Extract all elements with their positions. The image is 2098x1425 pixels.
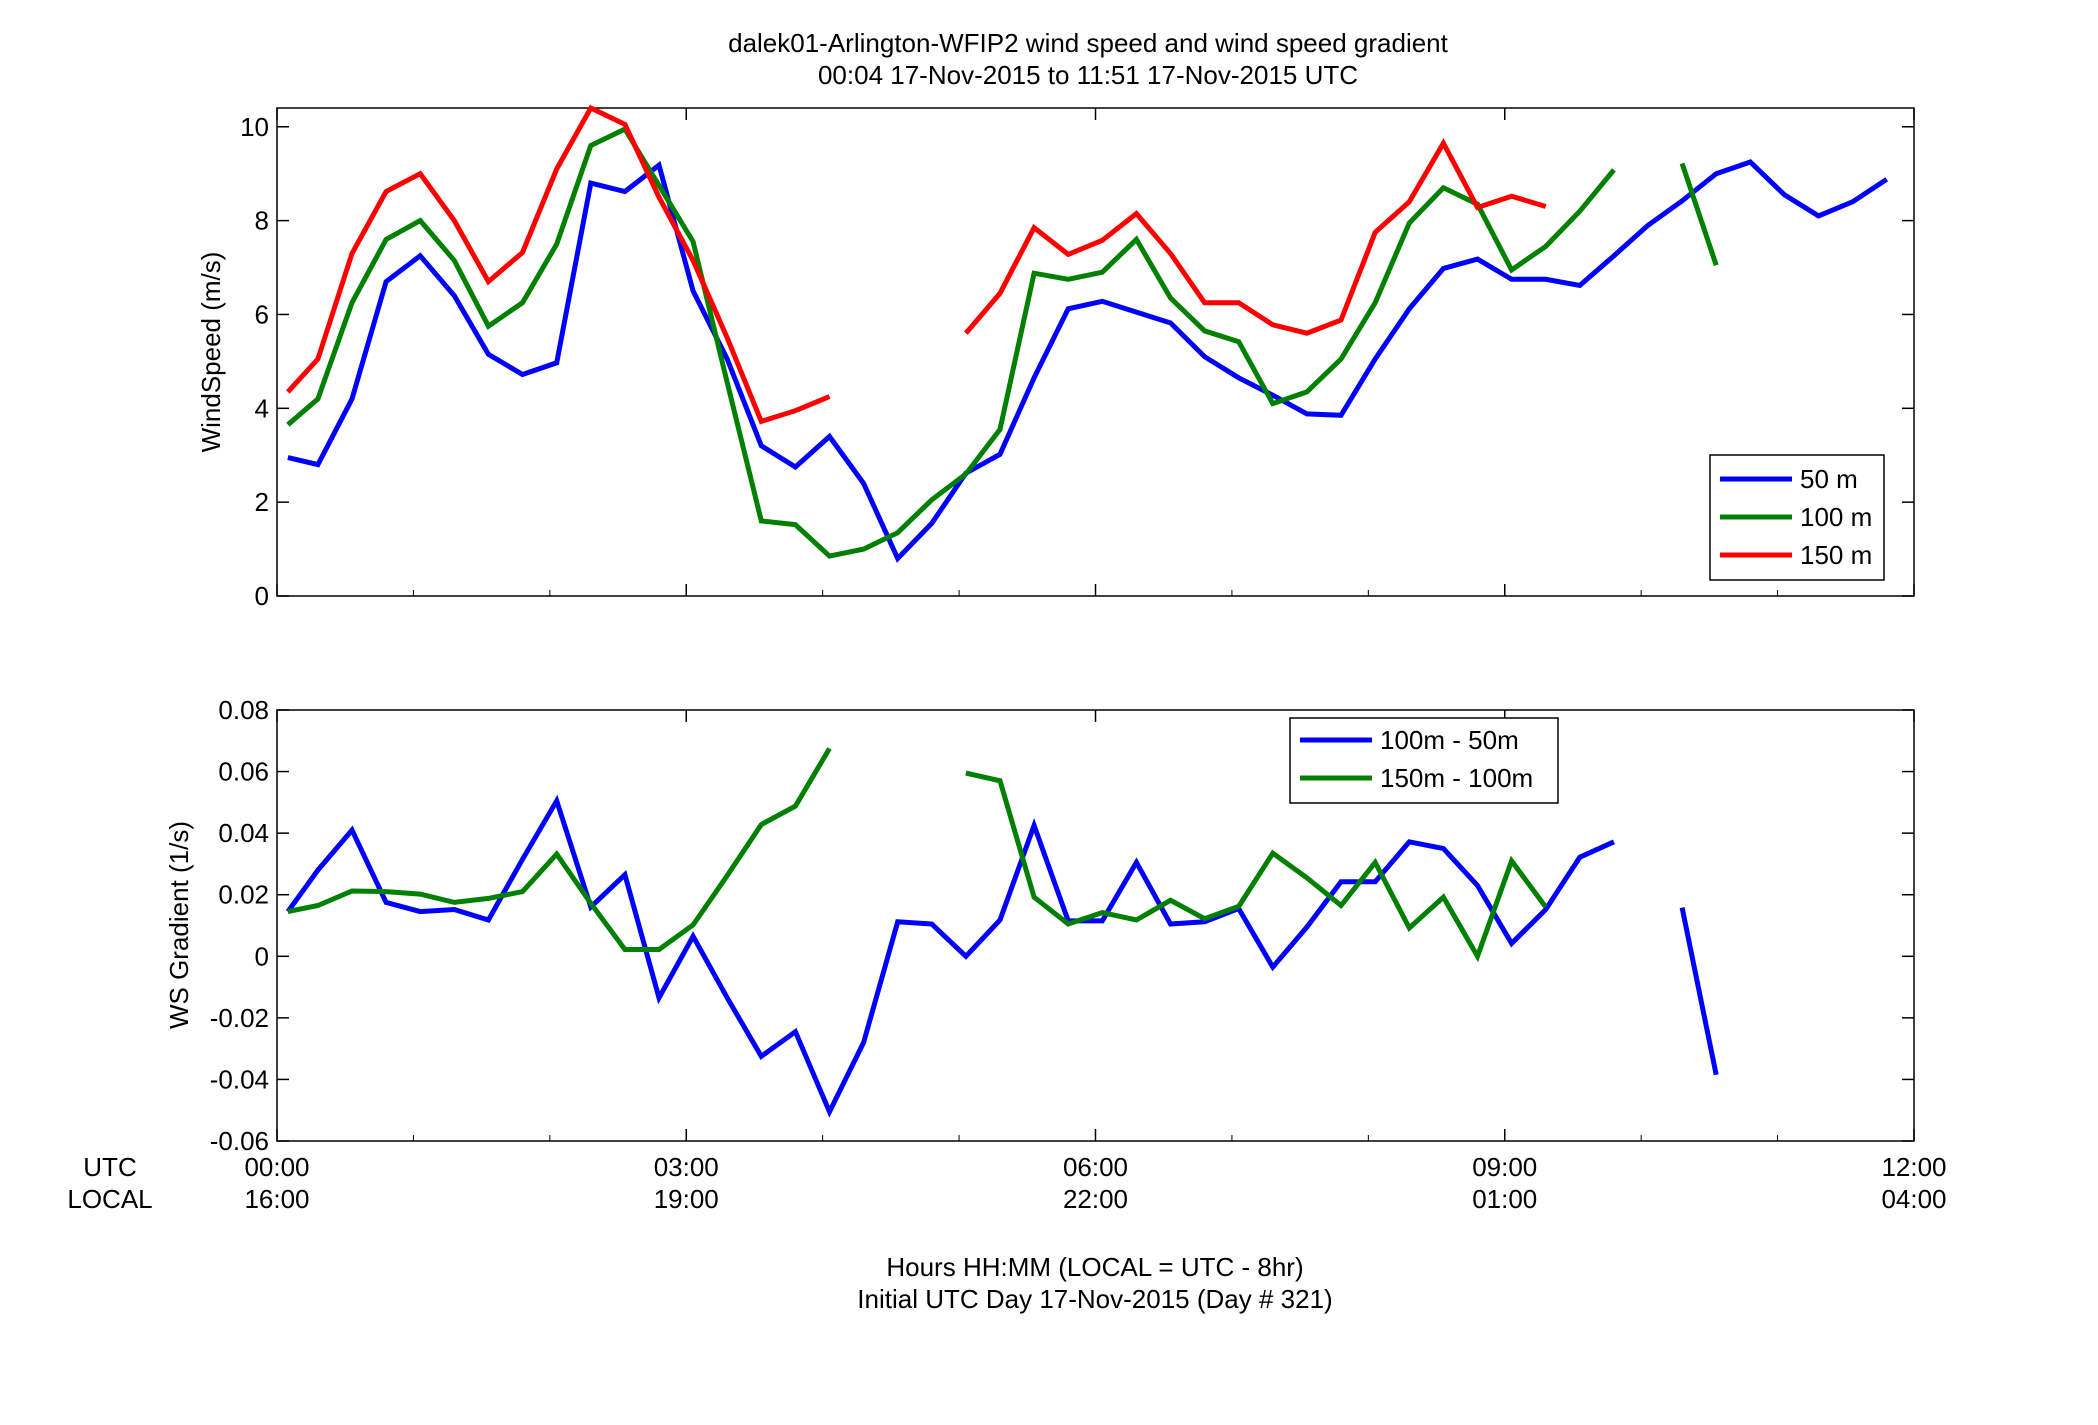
- series-line-150-m-seg1: [963, 138, 1547, 336]
- ytick-label: -0.04: [210, 1064, 269, 1094]
- legend-label-150m: 150 m: [1800, 540, 1872, 570]
- series-line-50-m-seg0: [287, 159, 1889, 563]
- ytick-label: 0.04: [218, 818, 269, 848]
- ytick-label: 6: [255, 299, 269, 329]
- wind-speed-series: [286, 104, 1889, 563]
- ytick-label: -0.02: [210, 1003, 269, 1033]
- ytick-label: 0.08: [218, 695, 269, 725]
- xtick-label-local: 19:00: [654, 1184, 719, 1214]
- series-line-100m-50m-seg0: [285, 794, 1615, 1118]
- xtick-label-local: 16:00: [244, 1184, 309, 1214]
- xtick-label-utc: 00:00: [244, 1152, 309, 1182]
- local-row-label: LOCAL: [67, 1184, 152, 1214]
- wind-speed-ylabel: WindSpeed (m/s): [196, 252, 226, 453]
- xtick-label-local: 01:00: [1472, 1184, 1537, 1214]
- gradient-legend-box: [1289, 717, 1559, 804]
- ytick-label: 10: [240, 112, 269, 142]
- gradient-plot-area: [276, 709, 1915, 1142]
- legend-label-50m: 50 m: [1800, 464, 1858, 494]
- wind-speed-panel: 0 2 4 6 8 10 WindSpeed (m/s) 50 m 100 m 150 m: [196, 104, 1915, 611]
- series-line-150-m-seg0: [286, 104, 831, 425]
- series-line-100-m-seg0: [286, 125, 1616, 559]
- xlabel-line1: Hours HH:MM (LOCAL = UTC - 8hr): [886, 1252, 1303, 1282]
- ytick-label: 0: [255, 581, 269, 611]
- gradient-panel: -0.06 -0.04 -0.02 0 0.02 0.04 0.06 0.08 WS Grad…: [164, 695, 1915, 1156]
- xtick-label-utc: 03:00: [654, 1152, 719, 1182]
- gradient-series: [285, 747, 1719, 1118]
- xtick-label-utc: 12:00: [1881, 1152, 1946, 1182]
- series-line-150m-100m-seg1: [965, 770, 1548, 963]
- xtick-label-utc: 09:00: [1472, 1152, 1537, 1182]
- ytick-label: 2: [255, 487, 269, 517]
- legend-label-100m: 100 m: [1800, 502, 1872, 532]
- xlabel-line2: Initial UTC Day 17-Nov-2015 (Day # 321): [857, 1284, 1332, 1314]
- wind-speed-plot-area: [276, 107, 1915, 597]
- figure-title-line2: 00:04 17-Nov-2015 to 11:51 17-Nov-2015 U…: [818, 60, 1358, 90]
- legend-label-150m-100m: 150m - 100m: [1380, 763, 1533, 793]
- wind-speed-ticks: 0 2 4 6 8 10: [240, 108, 1915, 611]
- gradient-ylabel: WS Gradient (1/s): [164, 821, 194, 1029]
- ytick-label: 8: [255, 206, 269, 236]
- ytick-label: 0.06: [218, 757, 269, 787]
- gradient-ticks: -0.06 -0.04 -0.02 0 0.02 0.04 0.06 0.08: [210, 695, 1915, 1156]
- gradient-legend: 100m - 50m 150m - 100m: [1289, 717, 1559, 804]
- series-line-150m-100m-seg0: [287, 747, 832, 952]
- series-line-100m-50m-seg1: [1679, 907, 1719, 1076]
- xtick-label-utc: 06:00: [1063, 1152, 1128, 1182]
- ytick-label: 0: [255, 941, 269, 971]
- series-line-100-m-seg1: [1679, 162, 1719, 266]
- xtick-label-local: 04:00: [1881, 1184, 1946, 1214]
- xtick-label-local: 22:00: [1063, 1184, 1128, 1214]
- wind-speed-legend: 50 m 100 m 150 m: [1709, 454, 1885, 581]
- figure-title-line1: dalek01-Arlington-WFIP2 wind speed and w…: [728, 28, 1449, 58]
- legend-label-100m-50m: 100m - 50m: [1380, 725, 1519, 755]
- ytick-label: 0.02: [218, 880, 269, 910]
- ytick-label: 4: [255, 393, 269, 423]
- ytick-label: -0.06: [210, 1126, 269, 1156]
- utc-row-label: UTC: [83, 1152, 136, 1182]
